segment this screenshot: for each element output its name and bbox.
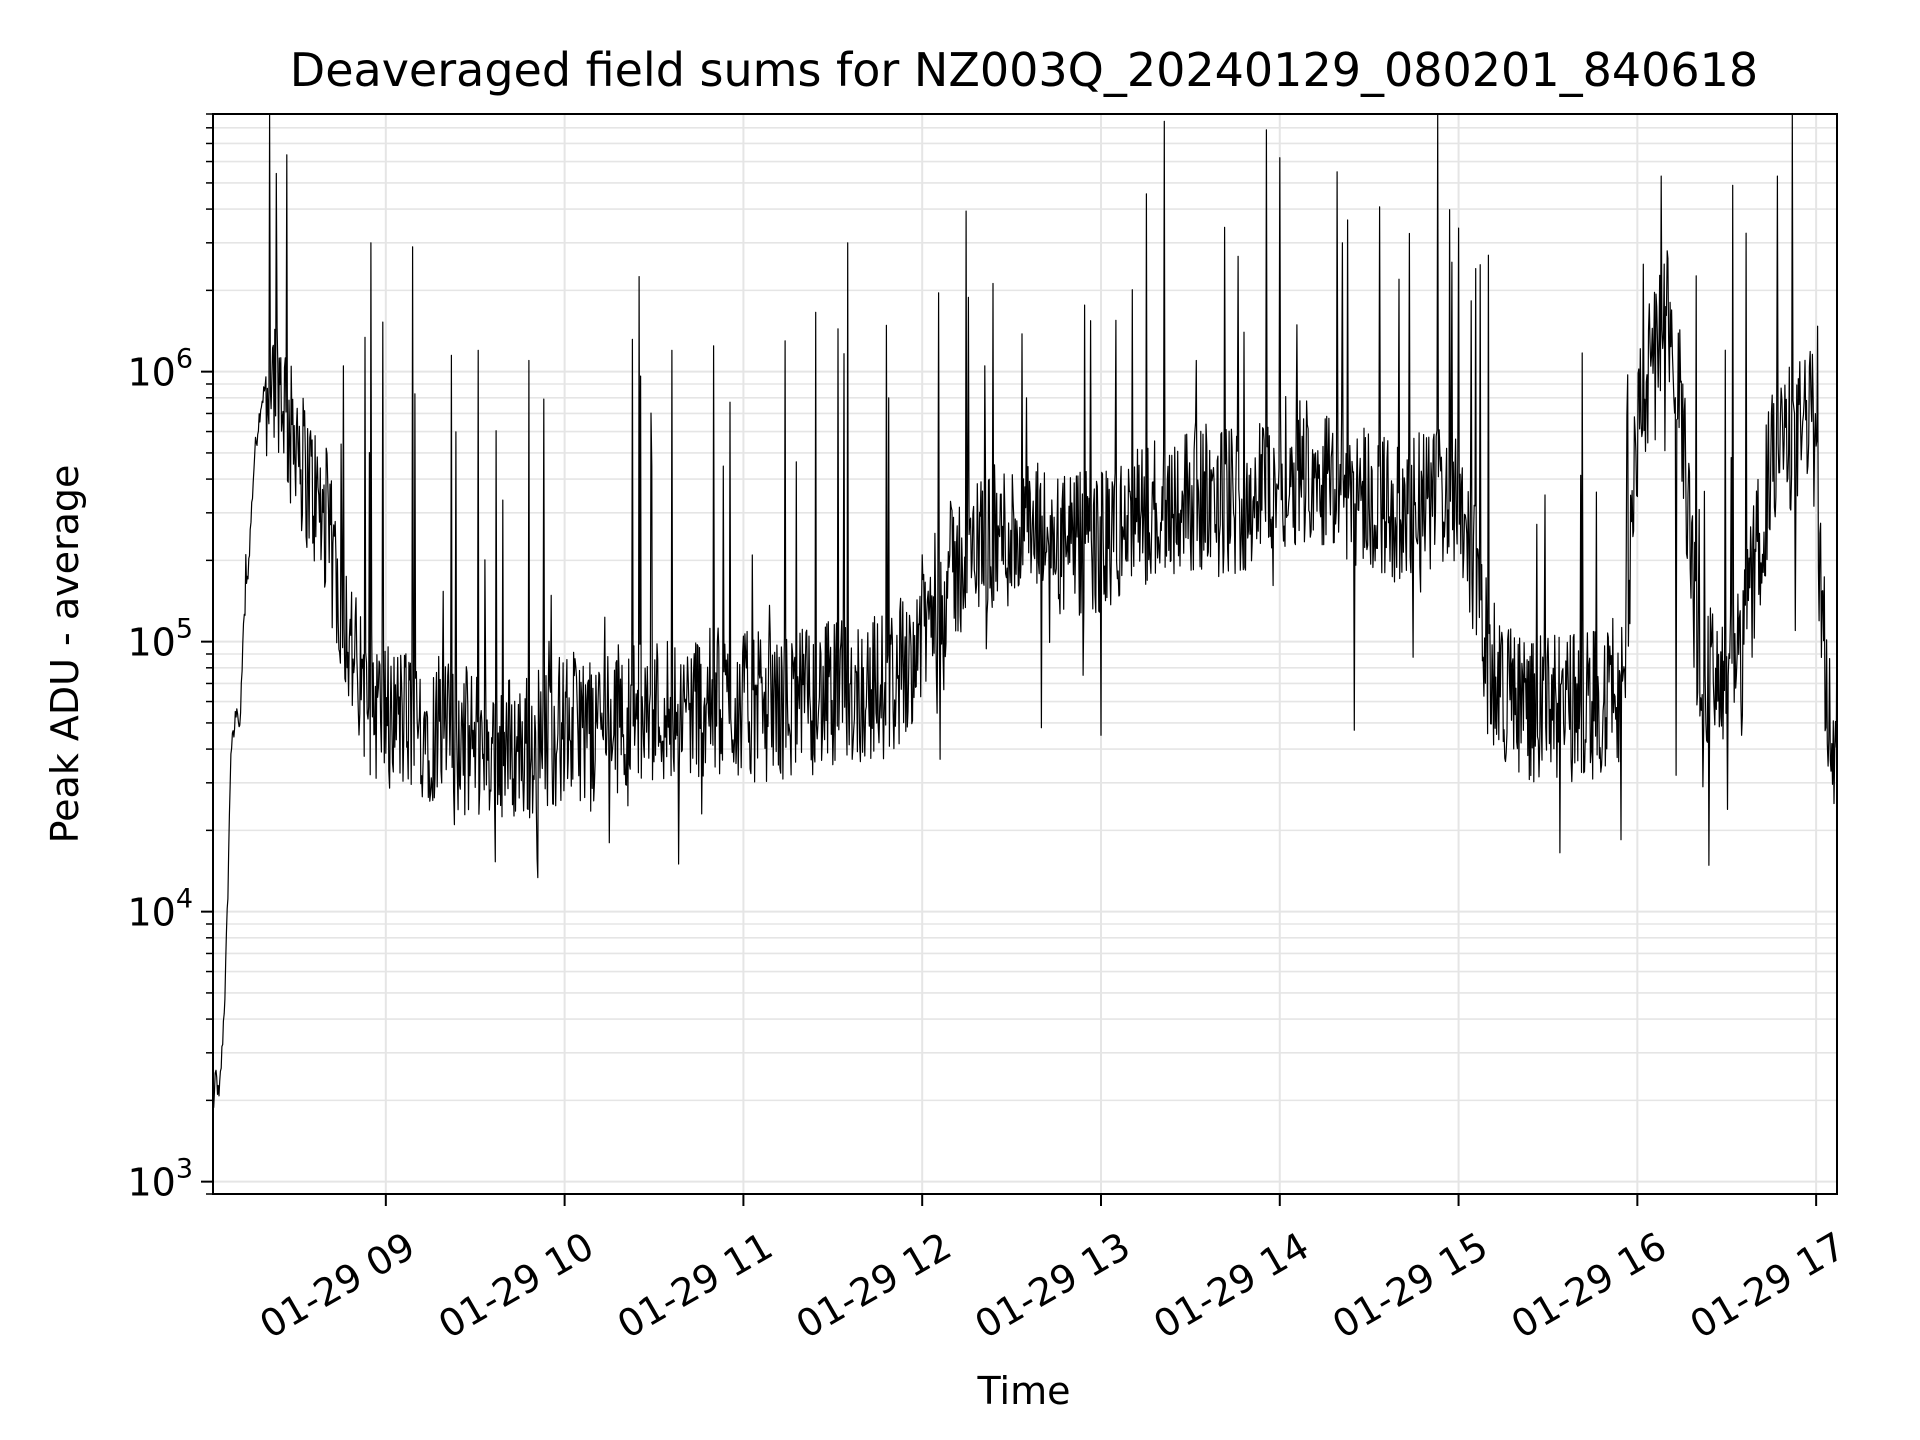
series-line	[213, 114, 1837, 1110]
x-axis-label: Time	[977, 1369, 1071, 1413]
y-tick-label: 103	[127, 1154, 193, 1205]
y-tick-label: 105	[127, 614, 193, 665]
plot-area	[213, 114, 1837, 1110]
grid-lines	[213, 113, 1837, 1195]
y-axis-label: Peak ADU - average	[43, 465, 87, 844]
y-tick-label: 104	[127, 884, 193, 935]
y-tick-label: 106	[127, 344, 193, 395]
y-axis: 103 104 105 106	[127, 113, 213, 1205]
chart-title: Deaveraged field sums for NZ003Q_2024012…	[290, 43, 1758, 97]
